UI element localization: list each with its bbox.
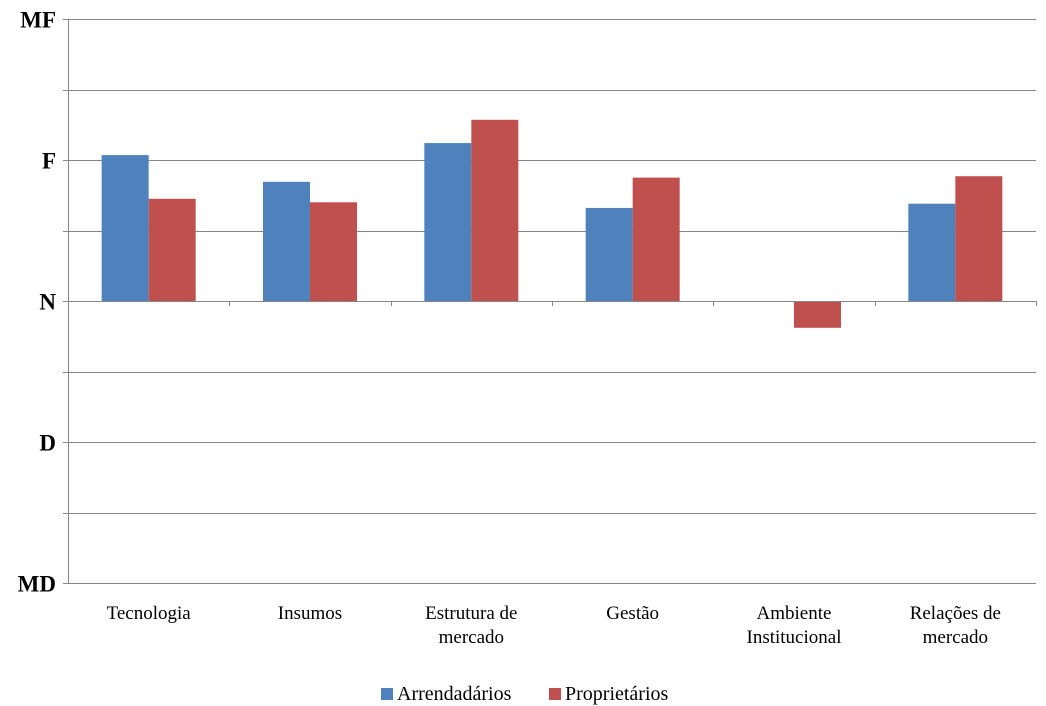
- x-tick-label: Estrutura de: [425, 603, 517, 624]
- bar-proprietarios-2: [471, 119, 519, 301]
- y-tick-label: F: [42, 149, 56, 174]
- y-tick-label: N: [39, 290, 56, 315]
- x-tick-label: Ambiente: [757, 603, 832, 624]
- x-tick-label: mercado: [439, 627, 504, 648]
- x-tick-label: Institucional: [747, 627, 842, 648]
- bar-arrendadarios-1: [263, 181, 310, 301]
- bar-proprietarios-4: [794, 301, 841, 328]
- y-tick-label: MF: [20, 8, 56, 33]
- y-tick-labels: MF F N D MD: [18, 8, 57, 597]
- x-tick-label: Relações de: [910, 603, 1001, 624]
- bar-arrendadarios-0: [101, 155, 149, 301]
- axes: [63, 19, 1037, 584]
- bar-proprietarios-0: [148, 198, 196, 301]
- x-tick-label: Insumos: [278, 603, 342, 624]
- bar-arrendadarios-3: [585, 207, 633, 301]
- y-tick-label: MD: [18, 572, 56, 597]
- legend-label: Arrendadários: [397, 683, 512, 705]
- bar-arrendadarios-5: [908, 203, 956, 301]
- y-tick-label: D: [39, 431, 56, 456]
- bars: [101, 119, 1003, 328]
- legend-label: Proprietários: [565, 683, 669, 705]
- legend-swatch: [381, 688, 393, 700]
- x-tick-label: Tecnologia: [107, 603, 192, 624]
- bar-proprietarios-3: [632, 177, 680, 301]
- x-tick-label: Gestão: [606, 603, 659, 624]
- legend-swatch: [549, 688, 561, 700]
- bar-proprietarios-5: [955, 176, 1003, 301]
- bar-arrendadarios-2: [424, 143, 472, 301]
- x-tick-label: mercado: [923, 627, 988, 648]
- bar-proprietarios-1: [310, 202, 357, 301]
- legend: Arrendadários Proprietários: [381, 683, 669, 705]
- x-tick-labels: Tecnologia Insumos Estrutura de mercado Gest…: [107, 603, 1001, 648]
